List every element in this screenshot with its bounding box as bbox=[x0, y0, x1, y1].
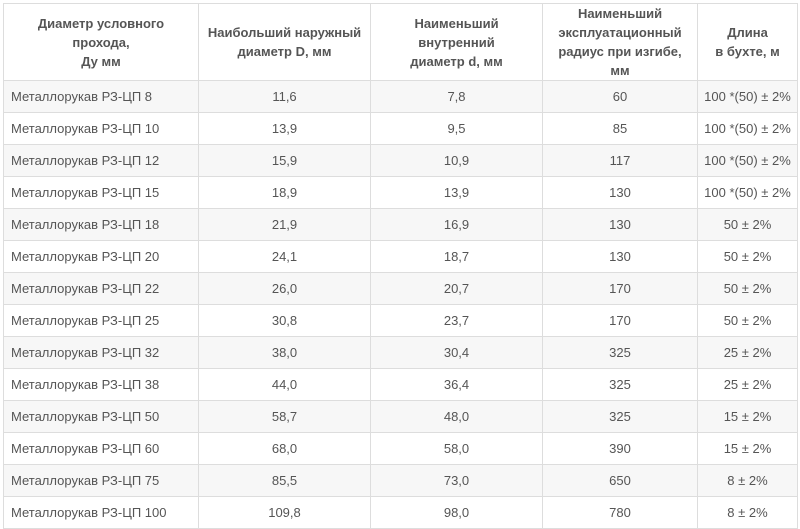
cell-inner-diameter: 18,7 bbox=[370, 240, 543, 273]
cell-outer-diameter: 38,0 bbox=[198, 336, 371, 369]
cell-inner-diameter: 36,4 bbox=[370, 368, 543, 401]
cell-inner-diameter: 13,9 bbox=[370, 176, 543, 209]
table-header: Диаметр условного прохода, Ду мм Наибольш… bbox=[3, 3, 798, 81]
cell-outer-diameter: 18,9 bbox=[198, 176, 371, 209]
cell-inner-diameter: 10,9 bbox=[370, 144, 543, 177]
table-row: Металлорукав РЗ-ЦП 32 38,0 30,4 325 25 ± 2% bbox=[3, 336, 798, 369]
cell-inner-diameter: 16,9 bbox=[370, 208, 543, 241]
cell-outer-diameter: 13,9 bbox=[198, 112, 371, 145]
cell-bend-radius: 60 bbox=[542, 80, 698, 113]
cell-coil-length: 50 ± 2% bbox=[697, 304, 798, 337]
cell-name: Металлорукав РЗ-ЦП 15 bbox=[3, 176, 199, 209]
cell-bend-radius: 117 bbox=[542, 144, 698, 177]
cell-coil-length: 8 ± 2% bbox=[697, 496, 798, 529]
cell-name: Металлорукав РЗ-ЦП 20 bbox=[3, 240, 199, 273]
cell-inner-diameter: 48,0 bbox=[370, 400, 543, 433]
table-row: Металлорукав РЗ-ЦП 60 68,0 58,0 390 15 ± 2% bbox=[3, 432, 798, 465]
cell-name: Металлорукав РЗ-ЦП 75 bbox=[3, 464, 199, 497]
cell-name: Металлорукав РЗ-ЦП 60 bbox=[3, 432, 199, 465]
cell-bend-radius: 325 bbox=[542, 336, 698, 369]
cell-inner-diameter: 20,7 bbox=[370, 272, 543, 305]
cell-inner-diameter: 30,4 bbox=[370, 336, 543, 369]
cell-bend-radius: 170 bbox=[542, 304, 698, 337]
cell-name: Металлорукав РЗ-ЦП 100 bbox=[3, 496, 199, 529]
cell-bend-radius: 325 bbox=[542, 368, 698, 401]
cell-name: Металлорукав РЗ-ЦП 38 bbox=[3, 368, 199, 401]
cell-outer-diameter: 24,1 bbox=[198, 240, 371, 273]
cell-name: Металлорукав РЗ-ЦП 22 bbox=[3, 272, 199, 305]
spec-table-container: Диаметр условного прохода, Ду мм Наибольш… bbox=[3, 3, 798, 529]
cell-coil-length: 8 ± 2% bbox=[697, 464, 798, 497]
header-inner-diameter: Наименьший внутренний диаметр d, мм bbox=[370, 3, 543, 81]
spec-table: Диаметр условного прохода, Ду мм Наибольш… bbox=[3, 3, 798, 529]
header-bend-radius: Наименьший эксплуатационный радиус при изг… bbox=[542, 3, 698, 81]
cell-coil-length: 50 ± 2% bbox=[697, 272, 798, 305]
cell-outer-diameter: 26,0 bbox=[198, 272, 371, 305]
cell-outer-diameter: 58,7 bbox=[198, 400, 371, 433]
table-row: Металлорукав РЗ-ЦП 8 11,6 7,8 60 100 *(50) ±… bbox=[3, 80, 798, 113]
cell-outer-diameter: 11,6 bbox=[198, 80, 371, 113]
cell-name: Металлорукав РЗ-ЦП 50 bbox=[3, 400, 199, 433]
cell-coil-length: 50 ± 2% bbox=[697, 240, 798, 273]
cell-inner-diameter: 73,0 bbox=[370, 464, 543, 497]
cell-coil-length: 25 ± 2% bbox=[697, 336, 798, 369]
table-row: Металлорукав РЗ-ЦП 50 58,7 48,0 325 15 ± 2% bbox=[3, 400, 798, 433]
cell-coil-length: 25 ± 2% bbox=[697, 368, 798, 401]
header-nominal-diameter: Диаметр условного прохода, Ду мм bbox=[3, 3, 199, 81]
cell-coil-length: 50 ± 2% bbox=[697, 208, 798, 241]
table-row: Металлорукав РЗ-ЦП 18 21,9 16,9 130 50 ± 2% bbox=[3, 208, 798, 241]
table-row: Металлорукав РЗ-ЦП 25 30,8 23,7 170 50 ± 2% bbox=[3, 304, 798, 337]
cell-outer-diameter: 44,0 bbox=[198, 368, 371, 401]
cell-bend-radius: 130 bbox=[542, 240, 698, 273]
table-row: Металлорукав РЗ-ЦП 75 85,5 73,0 650 8 ± 2% bbox=[3, 464, 798, 497]
header-outer-diameter: Наибольший наружный диаметр D, мм bbox=[198, 3, 371, 81]
cell-name: Металлорукав РЗ-ЦП 12 bbox=[3, 144, 199, 177]
cell-bend-radius: 325 bbox=[542, 400, 698, 433]
cell-coil-length: 15 ± 2% bbox=[697, 400, 798, 433]
header-coil-length: Длина в бухте, м bbox=[697, 3, 798, 81]
cell-inner-diameter: 58,0 bbox=[370, 432, 543, 465]
cell-coil-length: 100 *(50) ± 2% bbox=[697, 176, 798, 209]
cell-outer-diameter: 30,8 bbox=[198, 304, 371, 337]
cell-coil-length: 100 *(50) ± 2% bbox=[697, 144, 798, 177]
cell-coil-length: 100 *(50) ± 2% bbox=[697, 112, 798, 145]
cell-coil-length: 100 *(50) ± 2% bbox=[697, 80, 798, 113]
cell-bend-radius: 390 bbox=[542, 432, 698, 465]
table-row: Металлорукав РЗ-ЦП 22 26,0 20,7 170 50 ± 2% bbox=[3, 272, 798, 305]
cell-outer-diameter: 15,9 bbox=[198, 144, 371, 177]
cell-inner-diameter: 7,8 bbox=[370, 80, 543, 113]
cell-bend-radius: 170 bbox=[542, 272, 698, 305]
table-row: Металлорукав РЗ-ЦП 10 13,9 9,5 85 100 *(50) … bbox=[3, 112, 798, 145]
cell-inner-diameter: 98,0 bbox=[370, 496, 543, 529]
table-row: Металлорукав РЗ-ЦП 15 18,9 13,9 130 100 *(50… bbox=[3, 176, 798, 209]
cell-name: Металлорукав РЗ-ЦП 32 bbox=[3, 336, 199, 369]
cell-inner-diameter: 23,7 bbox=[370, 304, 543, 337]
table-row: Металлорукав РЗ-ЦП 100 109,8 98,0 780 8 ± 2% bbox=[3, 496, 798, 529]
cell-name: Металлорукав РЗ-ЦП 10 bbox=[3, 112, 199, 145]
cell-outer-diameter: 21,9 bbox=[198, 208, 371, 241]
cell-outer-diameter: 85,5 bbox=[198, 464, 371, 497]
cell-name: Металлорукав РЗ-ЦП 18 bbox=[3, 208, 199, 241]
table-row: Металлорукав РЗ-ЦП 20 24,1 18,7 130 50 ± 2% bbox=[3, 240, 798, 273]
header-row: Диаметр условного прохода, Ду мм Наибольш… bbox=[3, 3, 798, 81]
cell-bend-radius: 130 bbox=[542, 176, 698, 209]
cell-name: Металлорукав РЗ-ЦП 25 bbox=[3, 304, 199, 337]
cell-outer-diameter: 109,8 bbox=[198, 496, 371, 529]
cell-bend-radius: 780 bbox=[542, 496, 698, 529]
cell-inner-diameter: 9,5 bbox=[370, 112, 543, 145]
cell-coil-length: 15 ± 2% bbox=[697, 432, 798, 465]
cell-outer-diameter: 68,0 bbox=[198, 432, 371, 465]
cell-bend-radius: 650 bbox=[542, 464, 698, 497]
cell-name: Металлорукав РЗ-ЦП 8 bbox=[3, 80, 199, 113]
cell-bend-radius: 85 bbox=[542, 112, 698, 145]
table-row: Металлорукав РЗ-ЦП 12 15,9 10,9 117 100 *(50… bbox=[3, 144, 798, 177]
table-row: Металлорукав РЗ-ЦП 38 44,0 36,4 325 25 ± 2% bbox=[3, 368, 798, 401]
cell-bend-radius: 130 bbox=[542, 208, 698, 241]
table-body: Металлорукав РЗ-ЦП 8 11,6 7,8 60 100 *(50) ±… bbox=[3, 80, 798, 529]
